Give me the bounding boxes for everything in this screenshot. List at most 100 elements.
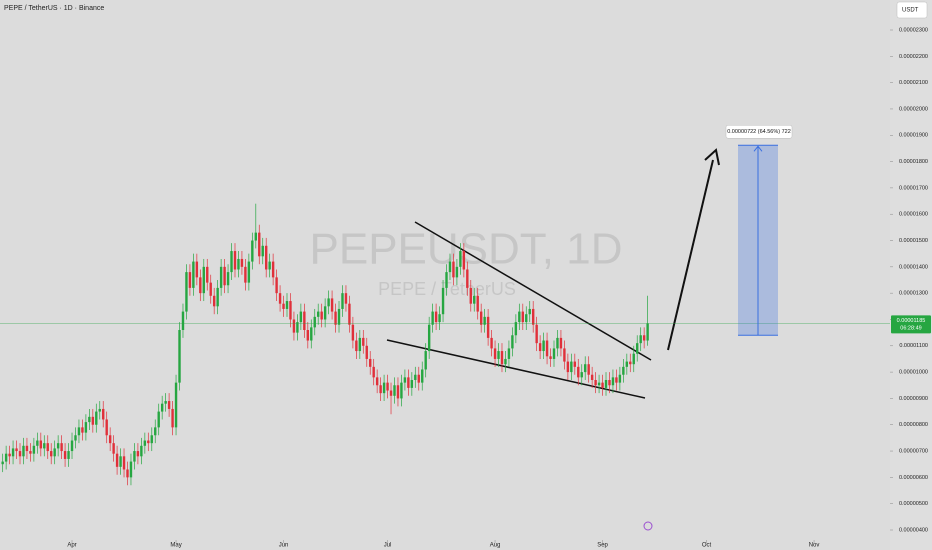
candle-body	[348, 303, 351, 325]
candle-body	[608, 380, 611, 386]
candle-body	[226, 272, 230, 286]
candle-body	[212, 295, 216, 307]
candle-body	[632, 353, 635, 365]
candle-body	[1, 461, 4, 465]
candle-body	[22, 445, 25, 457]
candle-body	[396, 385, 400, 399]
candle-body	[160, 403, 164, 412]
candle-body	[337, 308, 341, 325]
candle-body	[46, 443, 49, 452]
candle-body	[525, 314, 528, 323]
candle-body	[389, 390, 393, 396]
candle-body	[642, 335, 646, 341]
candle-body	[459, 251, 462, 267]
candle-body	[8, 453, 11, 457]
candle-body	[386, 382, 389, 391]
candle-body	[126, 469, 129, 478]
candle-body	[282, 303, 285, 309]
candle-body	[403, 377, 407, 383]
candle-body	[400, 382, 403, 399]
y-tick-label: 0.00001400	[899, 264, 928, 270]
candle-body	[438, 314, 441, 323]
candle-body	[244, 266, 247, 283]
candle-body	[112, 443, 115, 454]
candle-body	[597, 382, 601, 386]
candle-body	[60, 443, 63, 452]
candle-body	[445, 272, 448, 288]
candle-body	[39, 440, 43, 449]
candle-body	[469, 287, 472, 304]
projection-arrow-head	[704, 148, 720, 166]
candle-body	[452, 261, 455, 278]
candle-body	[251, 240, 254, 262]
candle-body	[563, 348, 566, 362]
candle-body	[504, 358, 507, 365]
candle-body	[157, 411, 160, 428]
candle-body	[497, 351, 500, 359]
candle-body	[119, 456, 122, 467]
y-tick-label: 0.00001000	[899, 370, 928, 376]
candle-body	[195, 261, 199, 278]
y-tick-label: 0.00001600	[899, 212, 928, 218]
y-tick-label: 0.00001100	[899, 343, 928, 349]
y-tick-label: 0.00000500	[899, 501, 928, 507]
candle-body	[382, 382, 386, 394]
candle-body	[230, 251, 233, 273]
candle-body	[327, 298, 330, 307]
trendline-upper	[414, 221, 652, 361]
candle-body	[538, 343, 542, 352]
candle-body	[202, 266, 205, 294]
candle-body	[98, 408, 101, 412]
candle-body	[122, 456, 126, 470]
candle-body	[91, 416, 95, 425]
candle-body	[219, 266, 223, 288]
candle-body	[285, 301, 289, 309]
event-icon[interactable]	[643, 521, 653, 531]
y-tick-label: 0.00002100	[899, 80, 928, 86]
candle-body	[133, 451, 136, 462]
candle-body	[521, 311, 524, 323]
candle-body	[25, 445, 29, 452]
target-label-box	[725, 125, 793, 139]
candle-body	[275, 277, 278, 294]
candle-body	[296, 322, 299, 333]
candle-body	[43, 443, 46, 449]
projection-arrow	[667, 159, 714, 351]
candle-body	[573, 361, 577, 367]
candle-body	[434, 311, 438, 323]
candle-body	[264, 245, 268, 270]
candle-body	[36, 440, 39, 446]
candle-body	[344, 293, 348, 304]
candle-body	[147, 440, 150, 444]
currency-box[interactable]	[896, 1, 928, 19]
candle-body	[500, 351, 504, 365]
candle-body	[351, 324, 355, 341]
candle-body	[577, 366, 580, 378]
candle-body	[590, 374, 594, 380]
candle-body	[493, 348, 497, 359]
candle-body	[77, 427, 81, 436]
y-tick-label: 0.00001500	[899, 238, 928, 244]
candle-body	[188, 272, 192, 288]
candle-body	[4, 453, 8, 462]
y-tick-label: 0.00001900	[899, 133, 928, 139]
y-tick-label: 0.00001700	[899, 185, 928, 191]
candle-body	[102, 408, 105, 420]
candle-body	[115, 453, 119, 467]
candle-body	[105, 419, 108, 436]
y-tick-label: 0.00002200	[899, 54, 928, 60]
candle-body	[407, 377, 410, 388]
candle-body	[313, 316, 316, 328]
candle-body	[216, 287, 219, 307]
candle-body	[74, 435, 77, 441]
candle-body	[303, 311, 306, 330]
candle-body	[150, 435, 153, 444]
candle-body	[81, 427, 84, 433]
price-axis-area	[890, 0, 932, 550]
price-countdown: 06:28:49	[900, 325, 921, 331]
candle-body	[192, 261, 195, 288]
candle-body	[622, 366, 625, 375]
y-tick-label: 0.00000700	[899, 449, 928, 455]
candle-body	[237, 258, 240, 270]
candle-body	[417, 374, 420, 383]
